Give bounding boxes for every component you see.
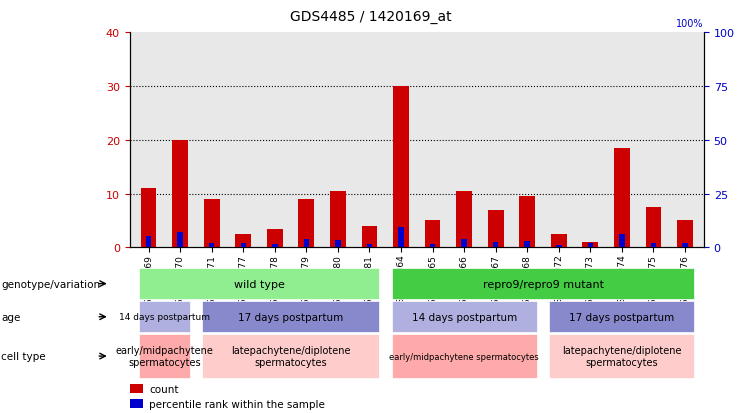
- Bar: [367, 244, 372, 248]
- Bar: [493, 242, 499, 248]
- Bar: [335, 240, 341, 248]
- Bar: [139, 301, 190, 332]
- Bar: [202, 335, 379, 378]
- Bar: [139, 335, 190, 378]
- Text: age: age: [1, 312, 21, 322]
- Bar: [204, 199, 219, 248]
- Text: 17 days postpartum: 17 days postpartum: [569, 312, 674, 322]
- Bar: [139, 268, 379, 299]
- Bar: [488, 210, 504, 248]
- Bar: [645, 207, 662, 248]
- Bar: [272, 244, 278, 248]
- Text: latepachytene/diplotene
spermatocytes: latepachytene/diplotene spermatocytes: [231, 345, 350, 367]
- Bar: [682, 244, 688, 248]
- Text: latepachytene/diplotene
spermatocytes: latepachytene/diplotene spermatocytes: [562, 345, 682, 367]
- Bar: [614, 148, 630, 248]
- Bar: [391, 335, 536, 378]
- Bar: [130, 399, 143, 408]
- Text: 17 days postpartum: 17 days postpartum: [238, 312, 343, 322]
- Bar: [391, 268, 694, 299]
- Bar: [619, 235, 625, 248]
- Bar: [425, 221, 440, 248]
- Text: 14 days postpartum: 14 days postpartum: [411, 312, 516, 322]
- Bar: [236, 235, 251, 248]
- Bar: [651, 244, 657, 248]
- Text: wild type: wild type: [233, 279, 285, 289]
- Bar: [582, 242, 598, 248]
- Bar: [549, 301, 694, 332]
- Bar: [430, 244, 436, 248]
- Bar: [462, 239, 467, 248]
- Text: percentile rank within the sample: percentile rank within the sample: [149, 399, 325, 409]
- Text: repro9/repro9 mutant: repro9/repro9 mutant: [482, 279, 603, 289]
- Bar: [209, 244, 214, 248]
- Text: early/midpachytene
spermatocytes: early/midpachytene spermatocytes: [116, 345, 213, 367]
- Bar: [304, 239, 309, 248]
- Bar: [391, 301, 536, 332]
- Bar: [330, 191, 346, 248]
- Text: genotype/variation: genotype/variation: [1, 279, 101, 289]
- Text: cell type: cell type: [1, 351, 46, 361]
- Bar: [130, 384, 143, 393]
- Bar: [267, 229, 283, 248]
- Bar: [141, 189, 156, 248]
- Bar: [146, 236, 151, 248]
- Bar: [241, 244, 246, 248]
- Bar: [549, 335, 694, 378]
- Bar: [519, 197, 535, 248]
- Text: count: count: [149, 384, 179, 394]
- Bar: [362, 226, 377, 248]
- Bar: [525, 241, 530, 248]
- Bar: [398, 228, 404, 248]
- Text: GDS4485 / 1420169_at: GDS4485 / 1420169_at: [290, 10, 451, 24]
- Bar: [677, 221, 693, 248]
- Text: 14 days postpartum: 14 days postpartum: [119, 313, 210, 321]
- Bar: [172, 140, 188, 248]
- Bar: [393, 87, 409, 248]
- Bar: [456, 191, 472, 248]
- Bar: [177, 233, 183, 248]
- Bar: [551, 235, 567, 248]
- Text: early/midpachytene spermatocytes: early/midpachytene spermatocytes: [389, 352, 539, 361]
- Bar: [299, 199, 314, 248]
- Bar: [556, 246, 562, 248]
- Bar: [588, 244, 593, 248]
- Text: 100%: 100%: [677, 19, 704, 29]
- Bar: [202, 301, 379, 332]
